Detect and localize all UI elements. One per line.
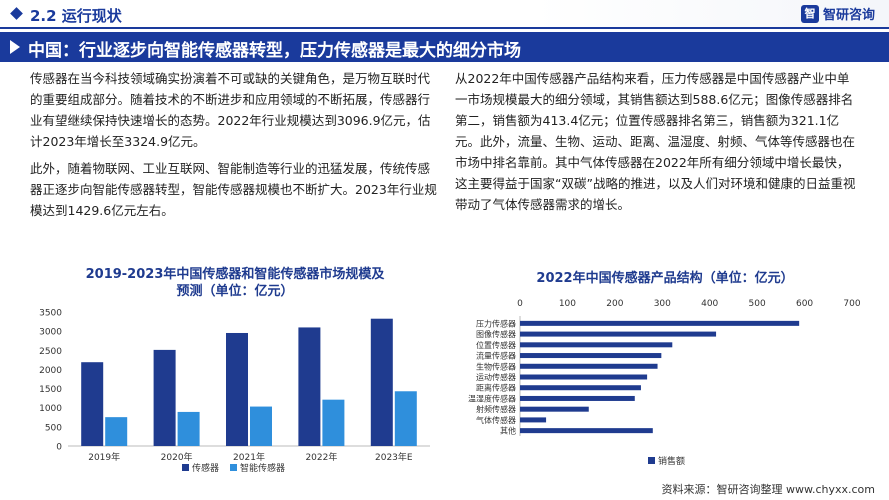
left-chart-title: 2019-2023年中国传感器和智能传感器市场规模及 预测（单位：亿元） [40,266,430,300]
y-tick-label: 3500 [39,309,62,319]
top-divider [0,27,889,29]
brand-logo-icon: 智 [800,4,819,23]
x-tick-label: 2022年 [305,451,337,463]
y-tick-label: 位置传感器 [476,340,516,350]
bar-sensor [370,318,393,446]
bar-sales [520,363,658,369]
bar-sales [520,331,717,337]
brand-name: 智研咨询 [822,8,875,23]
y-tick-label: 温湿度传感器 [468,393,516,403]
y-tick-label: 图像传感器 [476,329,516,339]
y-tick-label: 1500 [39,385,62,395]
x-tick-label: 700 [843,299,860,309]
y-tick-label: 压力传感器 [476,318,516,328]
x-tick-label: 600 [796,299,813,309]
y-tick-label: 1000 [39,404,62,414]
bar-smart-sensor [322,399,345,446]
x-tick-label: 300 [654,299,671,309]
bar-sales [520,342,673,348]
right-bar-chart: 0 100 200 300 400 500 600 700 压力传感器图像传感器位置传感器流量传… [468,299,861,467]
triangle-icon [10,40,20,54]
y-tick-label: 流量传感器 [476,351,516,361]
legend-swatch [182,464,189,471]
left-paragraph-2: 此外，随着物联网、工业互联网、智能制造等行业的迅猛发展，传统传感器正逐步向智能传… [30,161,437,218]
y-tick-label: 2000 [39,366,62,376]
bar-sales [520,395,635,401]
legend-swatch [648,457,655,464]
source-note: 资料来源：智研咨询整理 www.chyxx.com [661,483,875,496]
top-bar: 2.2 运行现状 智 智研咨询 [0,0,889,29]
bar-smart-sensor [177,411,200,446]
right-text-block: 从2022年中国传感器产品结构来看，压力传感器是中国传感器产业中单一市场规模最大… [455,68,860,221]
legend-swatch [230,464,237,471]
legend-label: 传感器 [192,462,219,474]
left-chart-title-line-1: 2019-2023年中国传感器和智能传感器市场规模及 [85,267,385,282]
bar-sensor [226,332,248,446]
headline-band: 中国：行业逐步向智能传感器转型，压力传感器是最大的细分市场 [0,32,889,62]
bar-smart-sensor [394,391,417,446]
y-tick-label: 距离传感器 [476,383,516,393]
y-tick-label: 其他 [500,426,516,436]
bar-sensor [81,362,104,446]
left-paragraph-1: 传感器在当今科技领域确实扮演着不可或缺的关键角色，是万物互联时代的重要组成部分。… [30,71,431,149]
brand: 智 智研咨询 [800,4,875,23]
right-paragraph-1: 从2022年中国传感器产品结构来看，压力传感器是中国传感器产业中单一市场规模最大… [455,71,856,212]
right-chart-title: 2022年中国传感器产品结构（单位：亿元） [536,271,794,286]
left-text-block: 传感器在当今科技领域确实扮演着不可或缺的关键角色，是万物互联时代的重要组成部分。… [30,68,442,227]
x-tick-label: 100 [559,299,576,309]
x-tick-label: 400 [701,299,718,309]
bar-smart-sensor [105,417,128,446]
x-tick-label: 2021年 [233,451,265,463]
bar-sales [520,428,653,434]
y-tick-label: 气体传感器 [476,415,516,425]
y-tick-label: 运动传感器 [476,372,516,382]
bar-sales [520,320,800,326]
bar-sales [520,374,648,380]
bar-sales [520,385,641,391]
x-tick-label: 2020年 [161,451,193,463]
y-tick-label: 射频传感器 [476,404,516,414]
bar-sales [520,353,662,359]
section-title: 2.2 运行现状 [30,7,122,25]
x-tick-label: 2023年E [375,451,413,463]
x-tick-label: 0 [517,299,523,309]
y-tick-label: 500 [45,423,62,433]
top-bar-background [0,0,889,28]
left-chart-title-line-2: 预测（单位：亿元） [176,284,294,299]
y-tick-label: 2500 [39,347,62,357]
headline-text: 中国：行业逐步向智能传感器转型，压力传感器是最大的细分市场 [28,41,521,61]
y-tick-label: 0 [56,443,62,453]
bar-sales [520,406,589,412]
bar-sensor [153,349,176,446]
y-tick-label: 生物传感器 [476,361,516,371]
legend-label: 智能传感器 [240,462,285,474]
bar-smart-sensor [250,406,272,446]
bar-sensor [298,327,321,446]
y-tick-label: 3000 [39,328,62,338]
legend-label: 销售额 [658,455,685,467]
bar-sales [520,417,547,423]
x-tick-label: 2019年 [88,451,120,463]
x-tick-label: 200 [606,299,623,309]
left-bar-chart: 0 500 1000 1500 2000 2500 3000 3500 2019年 2020年 20… [39,309,430,474]
x-tick-label: 500 [749,299,766,309]
